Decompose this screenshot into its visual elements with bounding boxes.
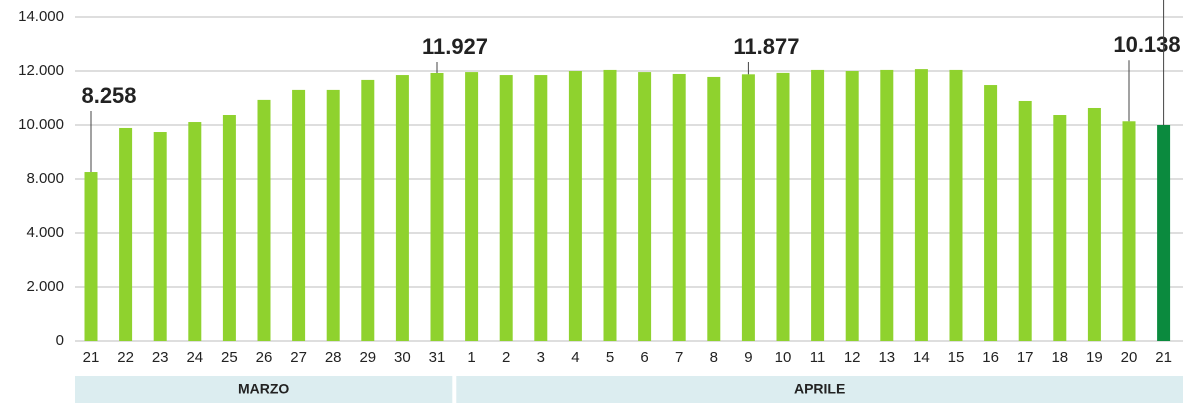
y-tick-label: 12.000: [18, 62, 64, 79]
bar: [1157, 125, 1171, 341]
x-tick-label: 21: [83, 349, 100, 366]
x-tick-label: 17: [1017, 349, 1034, 366]
bar: [949, 69, 963, 342]
bar: [534, 75, 548, 342]
x-tick-label: 14: [913, 349, 930, 366]
bar: [1053, 115, 1067, 341]
x-tick-label: 27: [290, 349, 307, 366]
bar: [257, 99, 271, 341]
x-tick-label: 26: [256, 349, 273, 366]
x-tick-label: 1: [467, 349, 475, 366]
bar: [430, 72, 444, 341]
bar: [395, 75, 409, 342]
x-tick-label: 6: [640, 349, 648, 366]
y-tick-label: 2.000: [26, 278, 64, 295]
x-tick-label: 7: [675, 349, 683, 366]
bar: [984, 85, 998, 341]
bar: [84, 172, 98, 341]
x-tick-label: 21: [1155, 349, 1172, 366]
x-tick-label: 3: [537, 349, 545, 366]
x-tick-label: 25: [221, 349, 238, 366]
month-label: APRILE: [794, 381, 845, 397]
month-band: [456, 376, 1183, 403]
y-tick-label: 4.000: [26, 224, 64, 241]
x-tick-label: 28: [325, 349, 342, 366]
bar: [1087, 107, 1101, 342]
x-tick-label: 29: [359, 349, 376, 366]
bar: [741, 74, 755, 342]
x-tick-label: 24: [186, 349, 203, 366]
value-label: 11.877: [733, 34, 799, 59]
x-tick-label: 11: [810, 349, 826, 366]
x-tick-label: 10: [775, 349, 792, 366]
bar: [603, 69, 617, 342]
month-label: MARZO: [238, 381, 289, 397]
bar: [672, 73, 686, 341]
x-tick-label: 12: [844, 349, 861, 366]
value-label: 11.927: [422, 34, 488, 59]
x-tick-label: 13: [878, 349, 895, 366]
y-tick-label: 0: [56, 332, 64, 349]
bar: [499, 75, 513, 342]
x-tick-label: 20: [1121, 349, 1138, 366]
x-tick-label: 22: [117, 349, 134, 366]
bar: [811, 69, 825, 342]
bar: [292, 89, 306, 342]
x-tick-label: 2: [502, 349, 510, 366]
bar: [119, 127, 133, 341]
bar: [638, 72, 652, 341]
bar: [188, 122, 202, 341]
bar: [1122, 121, 1136, 341]
bar: [1018, 100, 1032, 341]
x-tick-label: 4: [571, 349, 579, 366]
x-tick-label: 19: [1086, 349, 1103, 366]
bar: [222, 115, 236, 341]
bar: [707, 76, 721, 341]
value-label: 8.258: [81, 83, 136, 108]
y-tick-label: 14.000: [18, 8, 64, 25]
y-tick-label: 8.000: [26, 170, 64, 187]
x-tick-label: 23: [152, 349, 169, 366]
value-label: 10.138: [1113, 32, 1180, 57]
bar: [914, 69, 928, 342]
x-tick-label: 16: [982, 349, 999, 366]
bar: [326, 89, 340, 342]
x-tick-label: 30: [394, 349, 411, 366]
bar: [880, 69, 894, 342]
x-tick-label: 9: [744, 349, 752, 366]
bar: [845, 71, 859, 341]
bar: [776, 72, 790, 341]
bar: [361, 79, 375, 341]
y-tick-label: 10.000: [18, 116, 64, 133]
x-tick-label: 18: [1051, 349, 1068, 366]
x-tick-label: 5: [606, 349, 614, 366]
x-tick-label: 8: [710, 349, 718, 366]
bar: [465, 72, 479, 341]
bar: [568, 71, 582, 341]
bar: [153, 132, 167, 341]
month-band: [75, 376, 453, 403]
x-tick-label: 31: [429, 349, 446, 366]
x-tick-label: 15: [948, 349, 965, 366]
